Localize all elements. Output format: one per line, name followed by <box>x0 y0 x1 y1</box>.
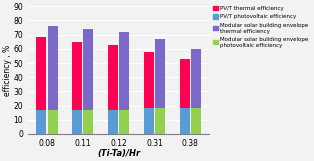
Bar <box>36 110 46 134</box>
Bar <box>191 108 201 134</box>
Bar <box>144 52 154 108</box>
Bar <box>119 32 129 110</box>
Bar <box>180 108 190 134</box>
Bar <box>72 110 82 134</box>
Bar <box>47 110 57 134</box>
Bar <box>108 110 118 134</box>
Y-axis label: efficiency , %: efficiency , % <box>3 45 12 96</box>
Legend: PV/T thermal efficiency, PV/T photovoltaic efficiency, Modular solar building en: PV/T thermal efficiency, PV/T photovolta… <box>211 4 311 50</box>
Bar <box>119 110 129 134</box>
Bar <box>36 38 46 110</box>
Bar <box>155 108 165 134</box>
Bar <box>155 39 165 108</box>
Bar <box>180 59 190 108</box>
Bar <box>47 26 57 110</box>
Bar <box>191 49 201 108</box>
Bar <box>144 108 154 134</box>
Bar <box>84 110 94 134</box>
X-axis label: (Ti-Ta)/Hr: (Ti-Ta)/Hr <box>97 149 140 158</box>
Bar <box>84 29 94 110</box>
Bar <box>72 42 82 110</box>
Bar <box>108 45 118 110</box>
